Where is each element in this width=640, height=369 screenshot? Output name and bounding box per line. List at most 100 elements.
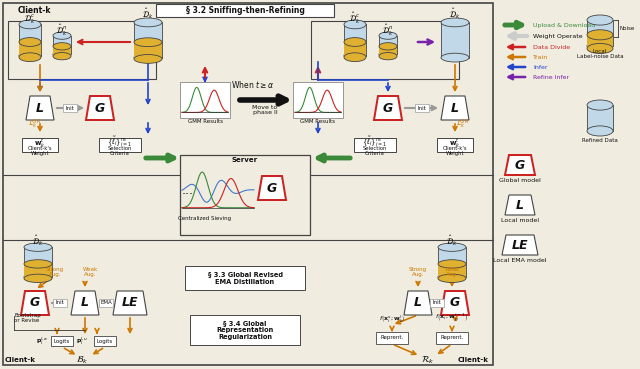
Text: ...: ... [182,183,194,197]
Text: $\mathbf{w}_k^t$: $\mathbf{w}_k^t$ [34,135,46,148]
Text: $\{\tilde{\ell}_i\}_{i=1}^{n_k}$: $\{\tilde{\ell}_i\}_{i=1}^{n_k}$ [108,135,132,149]
Text: $\hat{\mathcal{D}}_k$: $\hat{\mathcal{D}}_k$ [446,234,458,248]
Ellipse shape [24,274,52,283]
Text: Init: Init [418,106,426,110]
Bar [379,46,397,56]
Bar [8,21,156,79]
Bar [436,332,468,344]
Text: $\hat{\mathcal{D}}_k^c$: $\hat{\mathcal{D}}_k^c$ [349,10,361,26]
Text: $f\left(\mathbf{x}_i^s;\mathbf{w}_k^l\right)$: $f\left(\mathbf{x}_i^s;\mathbf{w}_k^l\ri… [379,313,405,324]
Bar [3,3,493,365]
Text: Data Divide: Data Divide [533,45,570,49]
Text: Logits: Logits [97,338,113,344]
Bar [51,336,73,346]
Text: GMM Results: GMM Results [188,118,223,124]
Text: $\mathcal{L}_k^{SR}$: $\mathcal{L}_k^{SR}$ [28,117,40,131]
Text: L: L [36,101,44,114]
Text: G: G [267,182,277,194]
Polygon shape [502,235,538,255]
Text: Client-k: Client-k [18,6,51,14]
Text: G: G [515,159,525,172]
Bar [53,299,67,307]
Ellipse shape [587,15,613,25]
Text: § 3.4 Global
Representation
Regularization: § 3.4 Global Representation Regularizati… [216,320,274,340]
Text: Move to
phase II: Move to phase II [252,104,278,115]
Text: Global model: Global model [499,177,541,183]
Text: L: L [516,199,524,211]
Ellipse shape [379,52,397,60]
Text: $\hat{\mathcal{D}}_k$: $\hat{\mathcal{D}}_k$ [142,7,154,21]
Polygon shape [86,96,114,120]
Polygon shape [374,96,402,120]
Text: L: L [81,297,89,310]
Text: $\hat{\mathcal{D}}_k^c$: $\hat{\mathcal{D}}_k^c$ [24,10,36,26]
Text: Client-k's
Weight: Client-k's Weight [28,146,52,156]
Text: GMM Results: GMM Results [301,118,335,124]
Polygon shape [113,291,147,315]
Ellipse shape [19,38,41,46]
Text: Bootstrap
or Revise: Bootstrap or Revise [14,313,41,323]
Bar [63,104,77,112]
Ellipse shape [134,18,162,27]
Ellipse shape [24,260,52,268]
Text: Noise: Noise [620,26,636,31]
Text: G: G [95,101,105,114]
Polygon shape [404,291,432,315]
Bar [180,82,230,118]
Text: LE: LE [122,297,138,310]
Text: Init: Init [433,300,442,306]
Text: Strong
Aug.: Strong Aug. [409,266,427,277]
Bar [180,155,310,235]
Bar [293,82,343,118]
Text: L: L [451,101,459,114]
Text: Client-k: Client-k [458,357,488,363]
Text: Weak
Aug.: Weak Aug. [444,266,460,277]
Text: Centralized Sieving: Centralized Sieving [179,215,232,221]
Text: $\mathbf{w}_k^t$: $\mathbf{w}_k^t$ [449,135,461,148]
Text: $\hat{\mathcal{D}}_k$: $\hat{\mathcal{D}}_k$ [32,234,44,248]
Text: Weak
Aug.: Weak Aug. [83,266,98,277]
Text: $\{\tilde{\ell}_i\}_{i=1}^{n_k}$: $\{\tilde{\ell}_i\}_{i=1}^{n_k}$ [362,135,388,149]
Ellipse shape [134,38,162,46]
Ellipse shape [438,273,466,281]
Bar [53,36,71,54]
Text: $\hat{\mathcal{D}}_k$: $\hat{\mathcal{D}}_k$ [449,7,461,21]
Bar [190,315,300,345]
Text: Upload & Download: Upload & Download [533,23,595,28]
Text: Client-k's
Weight: Client-k's Weight [443,146,467,156]
Polygon shape [258,176,286,200]
Ellipse shape [438,243,466,251]
Text: $\hat{\mathcal{D}}_k^n$: $\hat{\mathcal{D}}_k^n$ [382,22,394,38]
Ellipse shape [344,51,366,60]
Text: Selection
Criteria: Selection Criteria [363,146,387,156]
Text: Selection
Criteria: Selection Criteria [108,146,132,156]
Polygon shape [505,155,535,175]
Bar [587,35,613,48]
Ellipse shape [587,44,613,54]
Bar [99,138,141,152]
Text: Init: Init [66,106,74,110]
Text: Local model: Local model [501,217,539,223]
Ellipse shape [438,260,466,268]
Ellipse shape [587,100,613,110]
Bar [19,42,41,57]
Text: § 3.2 Sniffing-then-Refining: § 3.2 Sniffing-then-Refining [186,6,305,14]
Ellipse shape [134,53,162,62]
Ellipse shape [379,51,397,58]
Bar [94,336,116,346]
Bar [438,264,466,278]
Text: Server: Server [232,157,258,163]
Ellipse shape [19,51,41,60]
Bar [22,138,58,152]
Text: § 3.3 Global Revised
EMA Distillation: § 3.3 Global Revised EMA Distillation [207,272,282,284]
Text: Refined Data: Refined Data [582,138,618,142]
Text: G: G [383,101,393,114]
Ellipse shape [53,43,71,50]
Bar [311,21,459,79]
Bar [156,3,334,17]
Polygon shape [21,291,49,315]
Text: LE: LE [512,238,528,252]
Ellipse shape [344,20,366,29]
Text: $\mathcal{R}_k$: $\mathcal{R}_k$ [421,354,435,366]
Text: $\mathbf{p}_l^{l,u}$: $\mathbf{p}_l^{l,u}$ [76,335,88,347]
